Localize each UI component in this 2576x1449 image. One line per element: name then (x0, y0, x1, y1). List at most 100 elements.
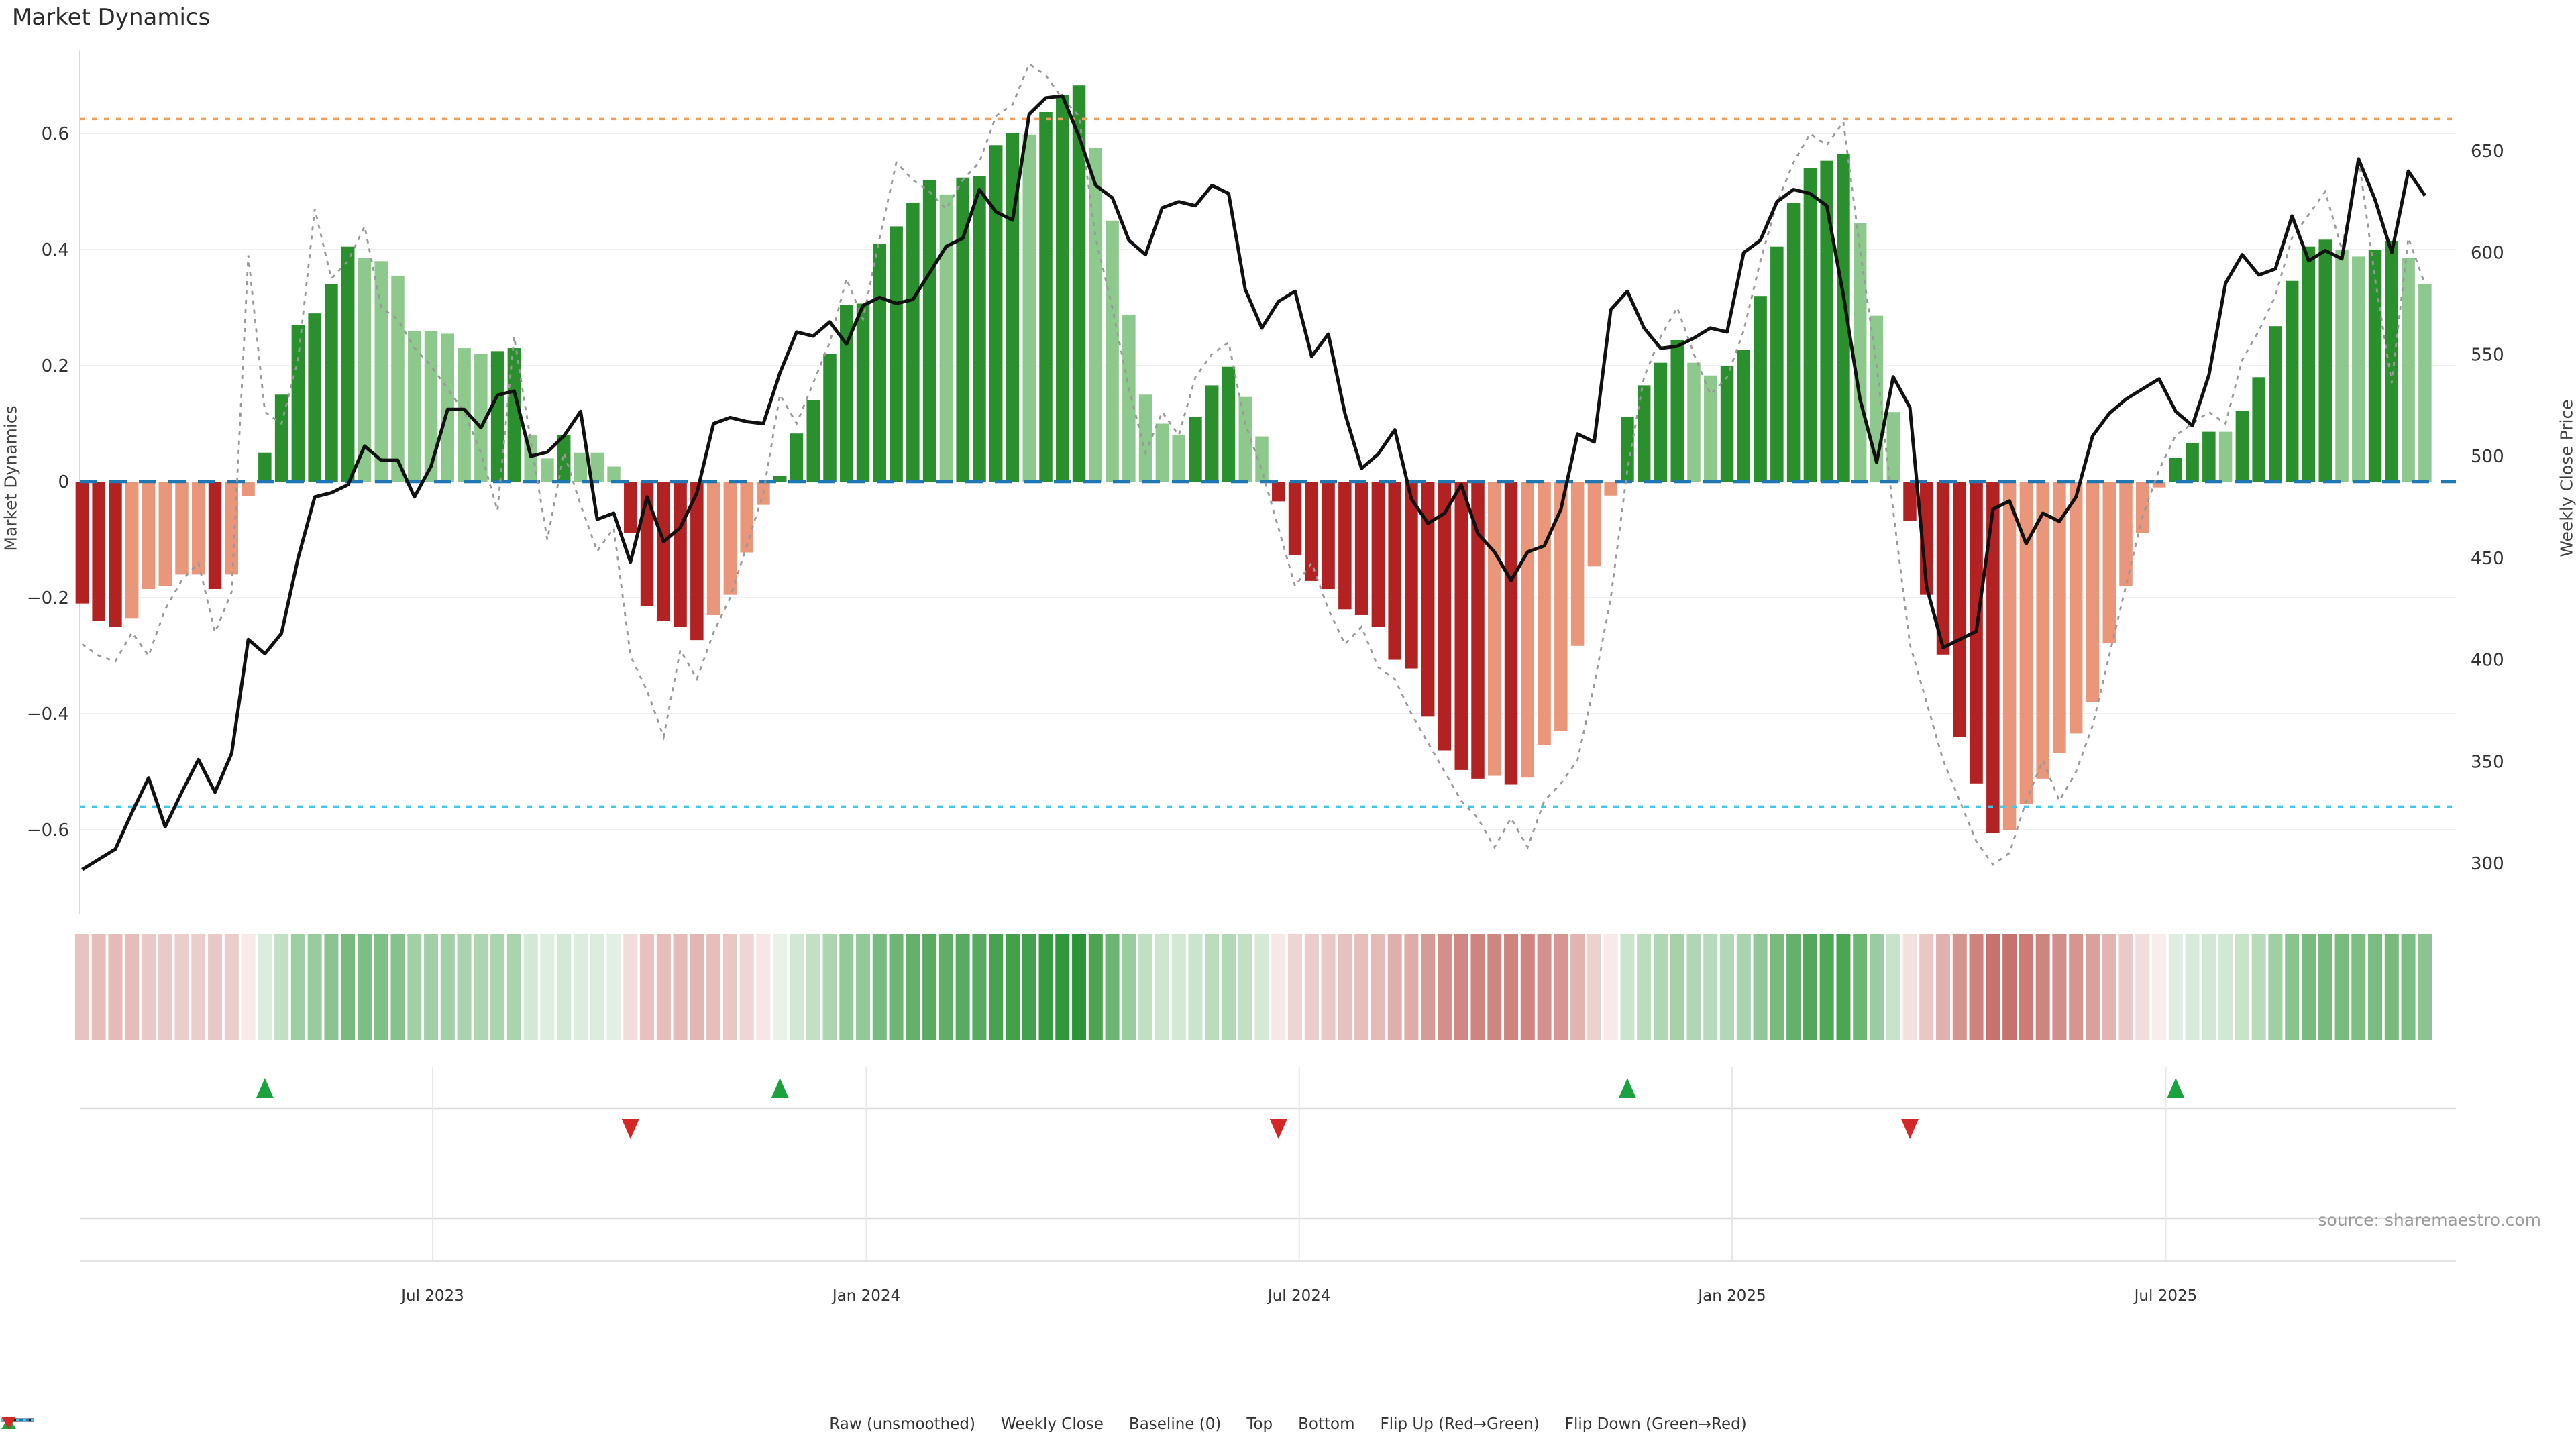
heatmap-cell (390, 934, 405, 1040)
dynamics-bar (1770, 246, 1784, 482)
dynamics-bar (2285, 280, 2299, 482)
heatmap-cell (906, 934, 920, 1040)
heatmap-cell (2401, 934, 2416, 1040)
heatmap-cell (2351, 934, 2366, 1040)
legend-item-raw: Raw (unsmoothed) (1, 1415, 975, 1433)
dynamics-bar (1072, 85, 1086, 482)
heatmap-cell (490, 934, 505, 1040)
dynamics-bar (1189, 417, 1202, 482)
heatmap-cell (2085, 934, 2100, 1040)
heatmap-cell (1022, 934, 1036, 1040)
heatmap-cell (2318, 934, 2332, 1040)
dynamics-bar (1903, 482, 1917, 521)
heatmap-cell (573, 934, 588, 1040)
heatmap-cell (191, 934, 206, 1040)
dynamics-bar (1305, 482, 1319, 581)
heatmap-cell (1105, 934, 1120, 1040)
heatmap-cell (640, 934, 655, 1040)
heatmap-cell (2334, 934, 2349, 1040)
dynamics-bar (1089, 148, 1103, 482)
heatmap-cell (806, 934, 820, 1040)
heatmap-cell (822, 934, 837, 1040)
x-tick-label: Jul 2024 (1267, 1287, 1331, 1305)
legend-item-weekly-close: Weekly Close (1, 1415, 1104, 1433)
flip-down-marker (1269, 1119, 1287, 1139)
heatmap-cell (1686, 934, 1701, 1040)
heatmap-cell (1952, 934, 1967, 1040)
heatmap-cell (1088, 934, 1103, 1040)
dynamics-bar (2053, 482, 2066, 753)
x-tick-label: Jul 2025 (2133, 1287, 2198, 1305)
heatmap-cell (1072, 934, 1087, 1040)
flip-down-marker (621, 1119, 639, 1139)
heatmap-cell (2202, 934, 2216, 1040)
dynamics-bar (225, 482, 239, 575)
dynamics-bar (1039, 111, 1053, 482)
dynamics-bar (424, 331, 438, 482)
dynamics-bar (1670, 339, 1684, 482)
dynamics-bar (1936, 482, 1950, 655)
dynamics-bar (109, 482, 122, 627)
dynamics-bar (1837, 154, 1850, 482)
dynamics-bar (1155, 423, 1169, 482)
dynamics-bar (723, 482, 737, 595)
heatmap-cell (1554, 934, 1568, 1040)
heatmap-cell (2052, 934, 2067, 1040)
dynamics-bar (624, 482, 637, 533)
heatmap-cell (1653, 934, 1668, 1040)
dynamics-bar (1521, 482, 1535, 778)
flip-markers (256, 1078, 2185, 1139)
flip-up-marker (1618, 1078, 1636, 1098)
legend-label: Bottom (1298, 1415, 1355, 1433)
dynamics-bar (1570, 482, 1585, 646)
heatmap-cell (1603, 934, 1618, 1040)
heatmap-cell (989, 934, 1004, 1040)
heatmap-cell (773, 934, 788, 1040)
dynamics-bar (674, 482, 687, 627)
chart-title: Market Dynamics (12, 4, 211, 31)
heatmap-cell (158, 934, 172, 1040)
axis-tick-labels: 0.6 0.4 0.2 0 −0.2 −0.4 −0.6 650 600 550 500 450 400… (27, 124, 2504, 1305)
heatmap-cell (2368, 934, 2383, 1040)
legend-item-flip-up: Flip Up (Red→Green) (1, 1415, 1540, 1433)
heatmap-cell (1504, 934, 1519, 1040)
heatmap-cell (789, 934, 804, 1040)
dynamics-bar (790, 433, 804, 482)
dynamics-bar (1222, 366, 1236, 482)
heatmap-cell (2418, 934, 2432, 1040)
heatmap-cell (2285, 934, 2300, 1040)
y-tick-label-right: 350 (2471, 752, 2504, 772)
heatmap-cell (2251, 934, 2266, 1040)
dynamics-bar (922, 180, 936, 482)
y-tick-label-left: 0 (58, 472, 69, 492)
dynamics-bar (2318, 239, 2332, 482)
dynamics-bar (2069, 482, 2083, 734)
heatmap-cell (1354, 934, 1369, 1040)
dynamics-bar (241, 482, 255, 496)
heatmap-cell (1836, 934, 1851, 1040)
dynamics-bar (92, 482, 105, 621)
x-tick-label: Jan 2024 (831, 1287, 900, 1305)
dynamics-bar (2418, 284, 2432, 482)
heatmap-cell (1338, 934, 1352, 1040)
heatmap-cell (656, 934, 671, 1040)
dynamics-bar (2368, 250, 2382, 482)
heatmap-cell (307, 934, 322, 1040)
flip-up-marker (2167, 1078, 2185, 1098)
dynamics-bar (1338, 482, 1352, 610)
dynamics-bar (1687, 362, 1701, 482)
heatmap-cell (2168, 934, 2183, 1040)
heatmap-cell (1803, 934, 1817, 1040)
dynamics-bar (2169, 458, 2183, 482)
heatmap-cell (1986, 934, 2000, 1040)
dynamics-bar (1056, 95, 1069, 482)
dynamics-bar (391, 275, 405, 482)
source-note: source: sharemaestro.com (2318, 1210, 2542, 1230)
dynamics-bar (325, 284, 338, 482)
heatmap-cell (424, 934, 439, 1040)
dynamics-bar (1953, 482, 1967, 737)
bottom-line-icon (1, 1419, 34, 1421)
heatmap-cell (1520, 934, 1535, 1040)
heatmap-cell (241, 934, 256, 1040)
heatmap-cell (972, 934, 987, 1040)
